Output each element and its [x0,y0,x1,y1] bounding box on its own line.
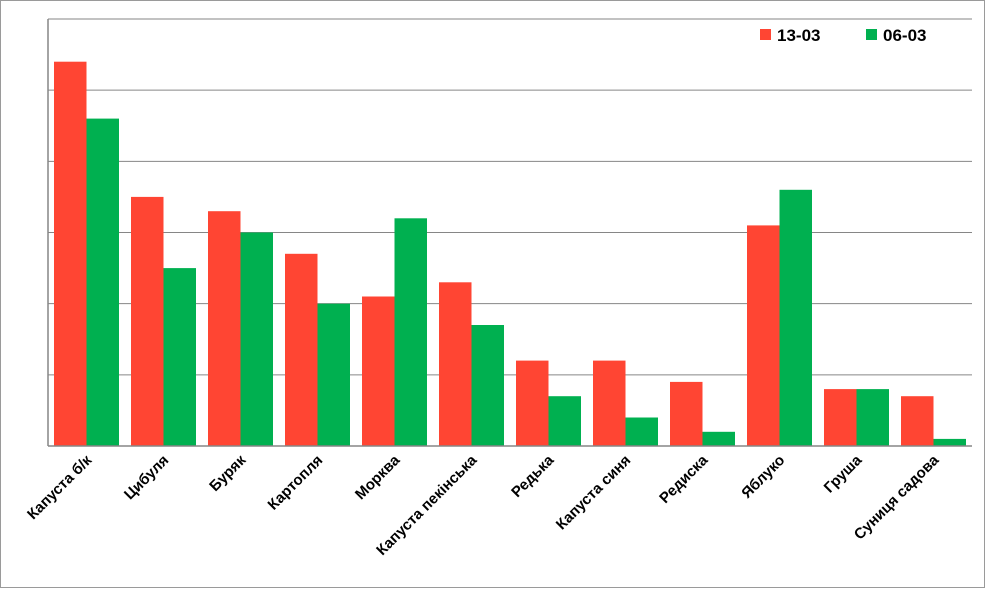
bar-06-03-10 [856,389,889,446]
bar-06-03-11 [933,438,966,446]
bar-13-03-8 [670,381,703,446]
bar-06-03-2 [240,232,273,446]
bar-06-03-1 [163,268,196,446]
x-tick-label-3: Картопля [265,452,327,514]
bar-13-03-6 [516,360,549,446]
x-tick-labels: Капуста б/к Цибуля Буряк Картопля Морква Капу… [24,451,943,559]
bar-06-03-9 [779,189,812,447]
bar-06-03-5 [471,325,504,446]
legend-label-0: 13-03 [777,26,820,45]
bar-06-03-7 [625,417,658,446]
bar-13-03-10 [824,389,857,446]
bar-13-03-0 [54,61,87,446]
bar-13-03-2 [208,211,241,446]
x-tick-label-1: Цибуля [121,452,172,503]
bar-06-03-6 [548,396,581,446]
x-tick-label-11: Суниця садова [851,451,943,543]
bar-13-03-7 [593,360,626,446]
bar-13-03-3 [285,253,318,446]
bar-13-03-5 [439,282,472,446]
bar-13-03-9 [747,225,780,446]
legend-swatch-0 [760,29,771,40]
legend-swatch-1 [866,29,877,40]
legend: 13-03 06-03 [760,26,926,45]
x-tick-label-8: Редиска [656,451,712,507]
x-tick-label-6: Редька [508,451,558,501]
bar-06-03-8 [702,431,735,446]
legend-label-1: 06-03 [883,26,926,45]
axes [47,19,972,447]
bar-06-03-4 [394,218,427,446]
bars [54,61,966,447]
x-tick-label-7: Капуста синя [553,452,635,534]
x-tick-label-2: Буряк [206,451,249,494]
gridlines [48,18,972,376]
bar-13-03-1 [131,196,164,446]
bar-06-03-3 [317,303,350,446]
x-tick-label-10: Груша [821,451,866,496]
bar-13-03-4 [362,296,395,446]
x-tick-label-9: Яблуко [738,452,788,502]
bar-06-03-0 [86,118,119,446]
x-tick-label-0: Капуста б/к [24,451,96,523]
bar-13-03-11 [901,396,934,446]
x-tick-label-4: Морква [352,451,404,503]
